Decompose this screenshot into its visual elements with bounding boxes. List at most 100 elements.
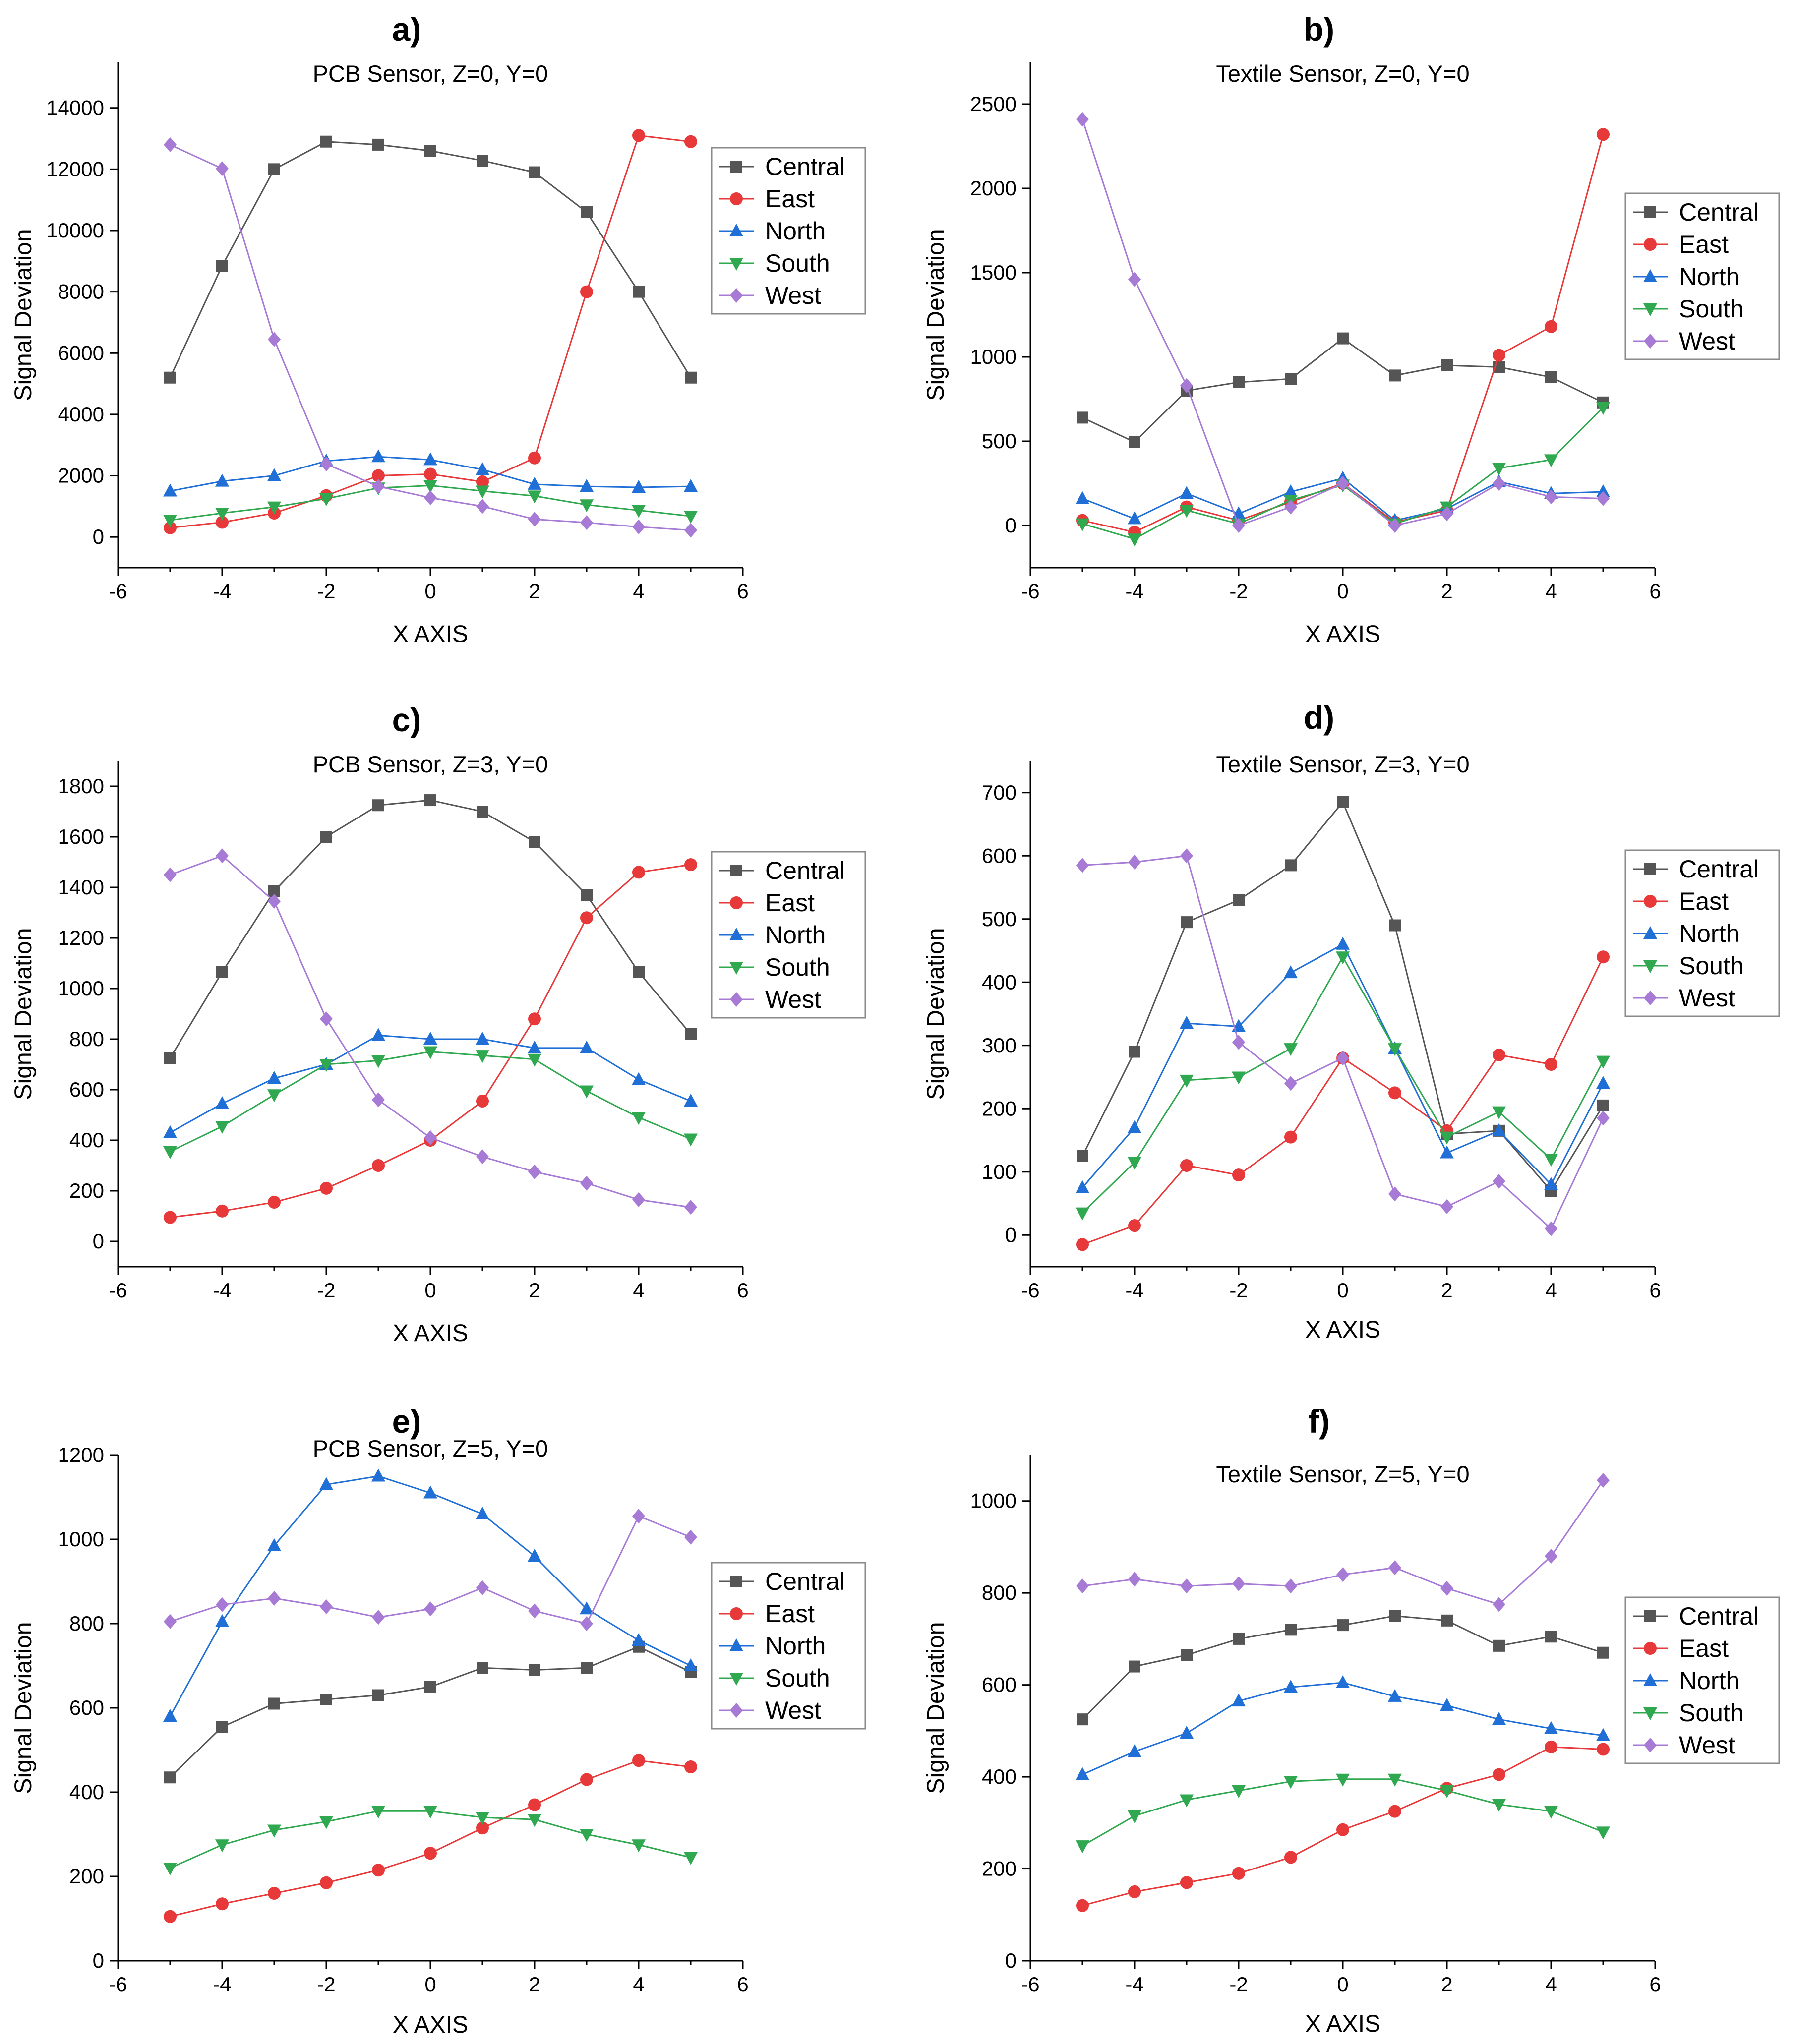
- y-tick-label: 8000: [58, 280, 104, 303]
- data-point-east: [632, 129, 645, 142]
- data-point-south: [1128, 1810, 1141, 1823]
- data-point-west: [1336, 1567, 1349, 1582]
- data-point-south: [1180, 1794, 1194, 1808]
- data-point-south: [319, 1059, 333, 1072]
- data-point-north: [1076, 1767, 1089, 1780]
- y-tick-label: 1000: [970, 345, 1017, 368]
- y-axis-label: Signal Deviation: [923, 1622, 949, 1794]
- data-point-north: [1492, 1712, 1506, 1725]
- legend-marker-north: [1643, 926, 1657, 939]
- data-point-south: [580, 499, 594, 513]
- data-point-south: [684, 1133, 698, 1147]
- x-tick-label: -6: [109, 580, 127, 603]
- data-point-north: [1284, 1680, 1298, 1693]
- data-point-west: [1388, 1186, 1401, 1202]
- data-point-central: [477, 1662, 488, 1674]
- chart-title: PCB Sensor, Z=5, Y=0: [313, 1435, 548, 1461]
- data-point-west: [1284, 499, 1297, 515]
- x-tick-label: 0: [424, 580, 436, 603]
- data-point-south: [528, 1814, 541, 1827]
- data-point-central: [1441, 1614, 1453, 1627]
- y-tick-label: 400: [982, 970, 1017, 993]
- y-tick-label: 14000: [46, 96, 104, 119]
- data-point-central: [581, 206, 593, 218]
- legend-marker-west: [730, 288, 743, 303]
- data-point-north: [1180, 486, 1194, 499]
- data-point-central: [216, 1721, 228, 1733]
- legend-marker-south: [1643, 960, 1657, 973]
- data-point-east: [372, 1864, 385, 1877]
- data-point-central: [1545, 1631, 1557, 1643]
- data-point-west: [580, 1175, 593, 1191]
- legend: Central East North South West: [1624, 1596, 1780, 1764]
- legend-label-east: East: [1679, 1635, 1729, 1662]
- data-point-south: [1544, 1806, 1558, 1819]
- data-point-south: [684, 1852, 698, 1865]
- data-point-north: [684, 1093, 698, 1107]
- data-point-central: [1597, 1099, 1609, 1111]
- data-point-west: [1076, 858, 1089, 873]
- data-point-east: [268, 1195, 281, 1209]
- x-axis-label: X AXIS: [393, 2012, 468, 2038]
- y-tick-label: 0: [1005, 1949, 1017, 1972]
- data-point-central: [685, 1028, 697, 1040]
- x-tick-label: -2: [317, 580, 335, 603]
- data-point-north: [1388, 1689, 1402, 1702]
- series-line-north: [169, 1475, 691, 1717]
- data-point-east: [1545, 320, 1557, 333]
- data-point-north: [1128, 1120, 1141, 1133]
- data-point-central: [529, 836, 540, 848]
- data-point-north: [1284, 484, 1298, 497]
- chart-title: Textile Sensor, Z=3, Y=0: [1216, 751, 1469, 777]
- data-point-west: [1493, 1597, 1505, 1612]
- series-line-central: [1082, 337, 1604, 443]
- data-point-south: [1284, 1043, 1298, 1056]
- chart-panel-c: c) PCB Sensor, Z=3, Y=0 -6 -4 -2 0 2 4 6 0 200 400 6…: [10, 701, 866, 1346]
- legend-marker-central: [1644, 206, 1656, 218]
- y-tick-label: 2000: [58, 464, 104, 487]
- y-tick-label: 500: [982, 429, 1017, 453]
- data-point-central: [372, 138, 384, 151]
- data-point-west: [1336, 476, 1349, 491]
- data-point-south: [1388, 1043, 1402, 1056]
- x-tick-label: -4: [213, 580, 231, 603]
- legend-marker-west: [730, 992, 743, 1007]
- data-point-north: [1544, 1177, 1558, 1190]
- data-point-east: [476, 1821, 489, 1835]
- x-tick-label: 6: [737, 1973, 748, 1996]
- data-point-east: [528, 1798, 541, 1811]
- x-tick-label: 0: [1337, 1279, 1348, 1302]
- legend-label-north: North: [765, 1632, 826, 1660]
- legend-marker-east: [730, 192, 743, 205]
- x-tick-label: 4: [1545, 1973, 1557, 1996]
- y-tick-label: 800: [982, 1581, 1017, 1604]
- y-tick-label: 200: [69, 1865, 104, 1888]
- chart-panel-b: b) Textile Sensor, Z=0, Y=0 -6 -4 -2 0 2 4 6 0 500…: [923, 11, 1780, 647]
- data-point-west: [1284, 1076, 1297, 1091]
- data-point-east: [684, 1760, 697, 1773]
- data-point-east: [164, 1910, 177, 1923]
- data-point-north: [1492, 1123, 1506, 1136]
- data-point-central: [1233, 894, 1245, 906]
- data-point-south: [1492, 463, 1506, 476]
- data-point-west: [476, 1580, 489, 1595]
- data-point-south: [632, 505, 646, 518]
- data-point-west: [632, 519, 645, 534]
- data-point-south: [684, 511, 698, 524]
- y-tick-label: 0: [93, 1949, 104, 1972]
- data-point-west: [320, 457, 333, 472]
- data-point-east: [216, 1897, 229, 1911]
- data-point-north: [476, 1032, 489, 1045]
- data-point-south: [1284, 1776, 1298, 1789]
- data-point-west: [1128, 1572, 1141, 1587]
- legend: Central East North South West: [711, 1562, 866, 1730]
- data-point-west: [1440, 1199, 1453, 1214]
- data-point-west: [268, 332, 281, 347]
- data-point-south: [1336, 1773, 1350, 1787]
- data-point-north: [1128, 511, 1141, 525]
- series-line-east: [170, 1759, 691, 1918]
- data-point-north: [1180, 1726, 1194, 1739]
- y-tick-label: 700: [982, 781, 1017, 804]
- y-axis-label: Signal Deviation: [923, 229, 949, 401]
- legend: Central East North South West: [1624, 849, 1780, 1017]
